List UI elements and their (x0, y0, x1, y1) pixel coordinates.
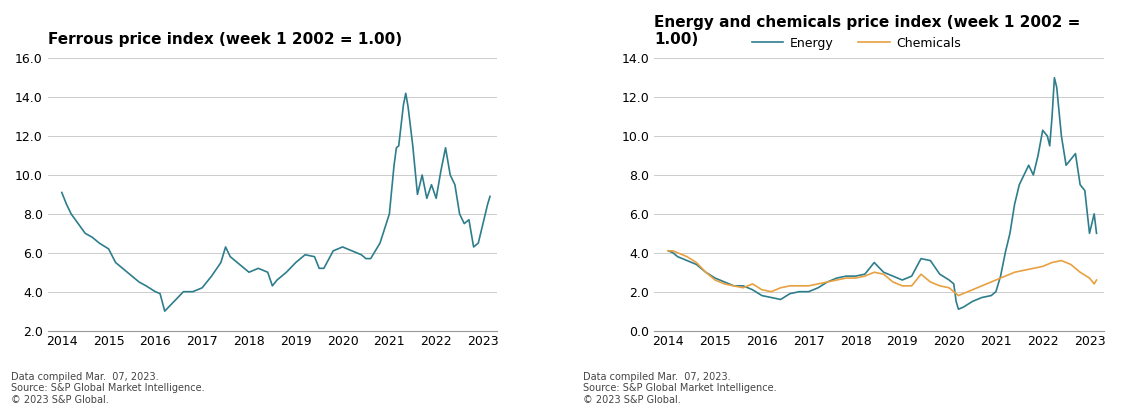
Energy (999, 250, 1012, 255)
Chemicals (811, 281, 825, 286)
Energy (966, 299, 980, 304)
Chemicals (1089, 278, 1103, 282)
Line: Chemicals: Chemicals (669, 251, 1096, 296)
Energy (1003, 231, 1017, 236)
Chemicals (783, 283, 797, 288)
Energy (895, 278, 909, 282)
Chemicals (736, 285, 749, 290)
Chemicals (699, 270, 712, 275)
Chemicals (727, 283, 741, 288)
Chemicals (690, 260, 703, 265)
Chemicals (858, 274, 872, 279)
Text: Data compiled Mar.  07, 2023.
Source: S&P Global Market Intelligence.
© 2023 S&P: Data compiled Mar. 07, 2023. Source: S&P… (11, 372, 205, 405)
Chemicals (895, 283, 909, 288)
Energy (662, 248, 675, 253)
Energy (1048, 75, 1061, 80)
Chemicals (867, 270, 881, 275)
Chemicals (680, 254, 693, 259)
Chemicals (671, 250, 684, 255)
Chemicals (971, 285, 984, 290)
Energy (1089, 231, 1103, 236)
Chemicals (886, 280, 900, 285)
Legend: Energy, Chemicals: Energy, Chemicals (747, 32, 966, 55)
Chemicals (764, 289, 778, 294)
Text: Energy and chemicals price index (week 1 2002 =
1.00): Energy and chemicals price index (week 1… (654, 15, 1080, 47)
Chemicals (848, 275, 862, 280)
Chemicals (718, 281, 732, 286)
Chemicals (708, 278, 721, 282)
Chemicals (947, 289, 960, 294)
Line: Energy: Energy (669, 78, 1096, 309)
Chemicals (990, 278, 1003, 282)
Chemicals (905, 283, 919, 288)
Chemicals (1008, 270, 1021, 275)
Chemicals (755, 287, 769, 292)
Energy (727, 283, 741, 288)
Chemicals (666, 248, 680, 253)
Chemicals (774, 285, 788, 290)
Chemicals (942, 285, 956, 290)
Chemicals (802, 283, 816, 288)
Chemicals (820, 280, 834, 285)
Chemicals (1046, 260, 1059, 265)
Chemicals (792, 283, 806, 288)
Chemicals (1074, 270, 1087, 275)
Chemicals (830, 278, 844, 282)
Chemicals (746, 281, 760, 286)
Chemicals (1027, 266, 1040, 271)
Energy (951, 307, 965, 312)
Chemicals (1087, 281, 1101, 286)
Text: Data compiled Mar.  07, 2023.
Source: S&P Global Market Intelligence.
© 2023 S&P: Data compiled Mar. 07, 2023. Source: S&P… (583, 372, 778, 405)
Chemicals (662, 248, 675, 253)
Chemicals (923, 280, 937, 285)
Chemicals (1036, 264, 1049, 269)
Chemicals (914, 272, 928, 277)
Chemicals (951, 293, 965, 298)
Chemicals (877, 272, 891, 277)
Energy (942, 278, 956, 282)
Chemicals (1083, 275, 1096, 280)
Chemicals (1055, 258, 1068, 263)
Text: Ferrous price index (week 1 2002 = 1.00): Ferrous price index (week 1 2002 = 1.00) (48, 32, 402, 47)
Chemicals (1064, 262, 1077, 267)
Chemicals (980, 281, 993, 286)
Chemicals (1018, 268, 1031, 273)
Chemicals (962, 289, 975, 294)
Chemicals (839, 275, 853, 280)
Chemicals (999, 274, 1012, 279)
Chemicals (934, 283, 947, 288)
